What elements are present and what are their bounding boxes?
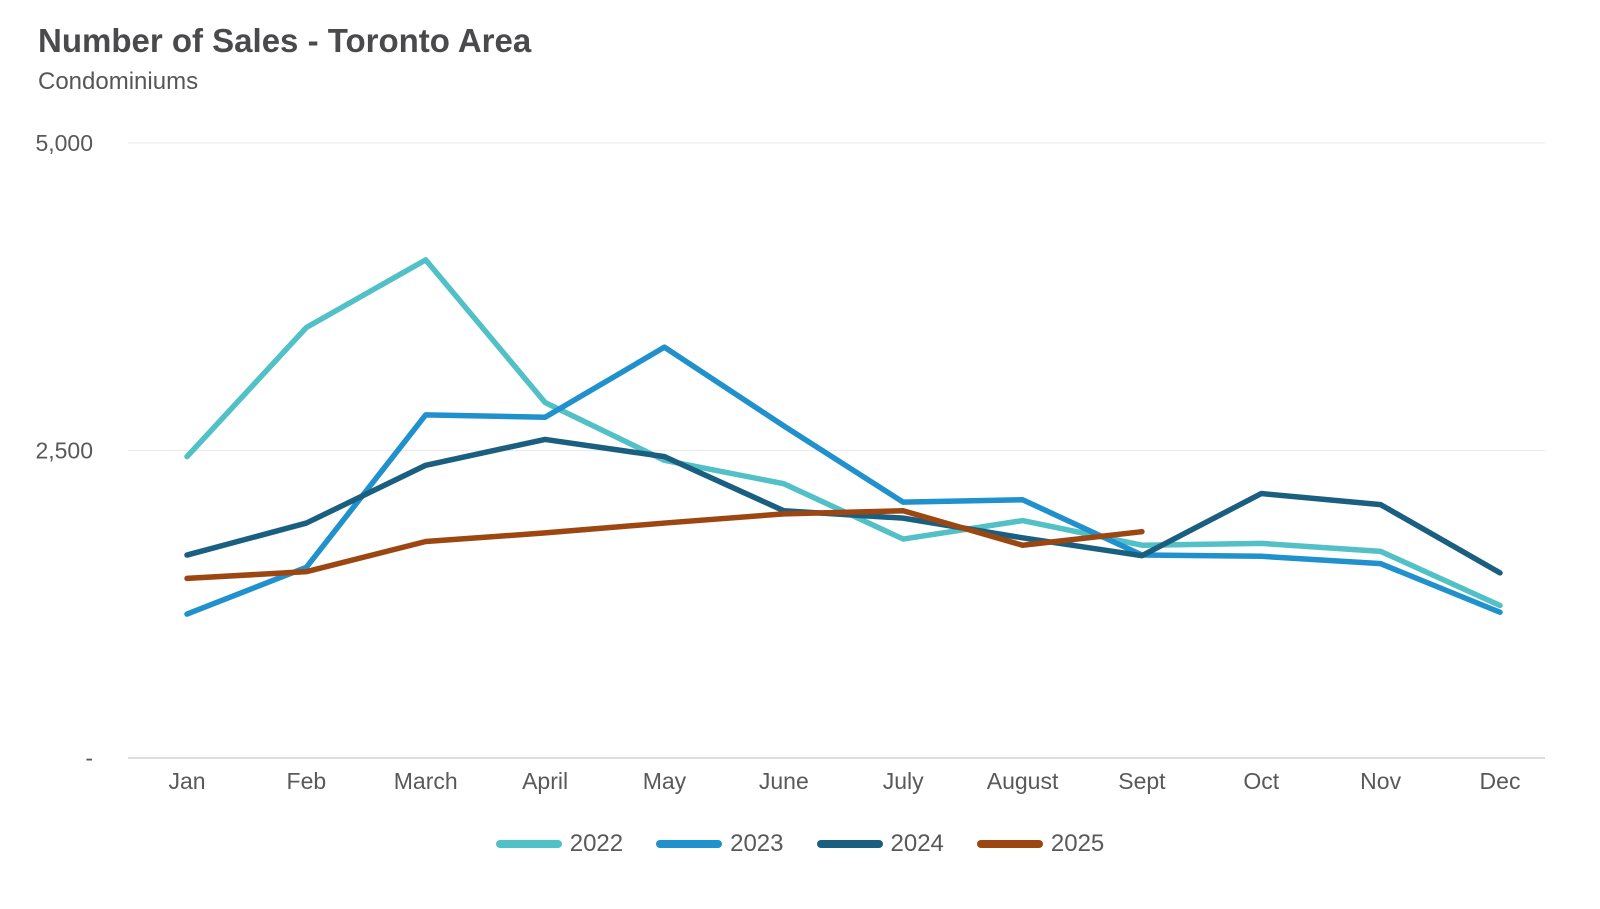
legend-item-2024: 2024 [816, 830, 944, 858]
legend-item-2023: 2023 [656, 830, 784, 858]
legend-label-2024: 2024 [890, 830, 944, 857]
x-axis-label-dec: Dec [1480, 768, 1521, 794]
y-axis-tick-5000: 5,000 [35, 130, 93, 156]
page-subtitle: Condominiums [38, 68, 199, 95]
page-title: Number of Sales - Toronto Area [38, 22, 532, 59]
x-axis-label-march: March [394, 768, 458, 794]
legend-swatch-2023 [656, 840, 723, 848]
x-axis-label-sept: Sept [1118, 768, 1166, 794]
x-axis-label-june: June [759, 768, 809, 794]
x-axis-label-july: July [883, 768, 924, 794]
x-axis-label-august: August [987, 768, 1059, 794]
x-axis-label-may: May [643, 768, 687, 794]
y-axis-tick-0: - [85, 745, 93, 771]
x-axis-label-jan: Jan [168, 768, 205, 794]
chart-header: Number of Sales - Toronto Area Condomini… [38, 22, 531, 96]
legend-label-2023: 2023 [730, 830, 784, 857]
legend-swatch-2025 [976, 840, 1043, 848]
series-line-2025 [184, 508, 1145, 582]
legend-swatch-2022 [495, 840, 562, 848]
x-axis-label-oct: Oct [1243, 768, 1279, 794]
series-line-2023 [184, 344, 1503, 617]
legend-item-2025: 2025 [976, 830, 1105, 858]
chart-svg: 5,000 2,500 - Jan Feb March April May June July Au… [35, 130, 1545, 794]
legend-label-2022: 2022 [569, 830, 624, 857]
legend-item-2022: 2022 [495, 830, 624, 858]
legend-label-2025: 2025 [1050, 830, 1105, 857]
x-axis-label-feb: Feb [287, 768, 327, 794]
x-axis-label-april: April [522, 768, 568, 794]
chart-legend: 2022 2023 2024 2025 [0, 830, 1600, 858]
y-axis-tick-2500: 2,500 [35, 438, 93, 464]
legend-swatch-2024 [816, 840, 883, 848]
x-axis-label-nov: Nov [1360, 768, 1401, 794]
